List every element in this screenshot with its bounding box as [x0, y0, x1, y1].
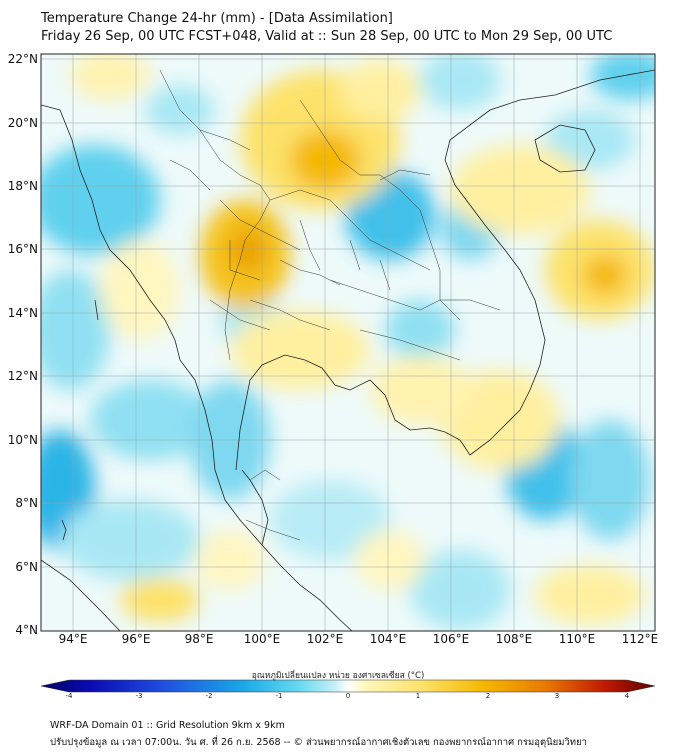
lon-tick-label: 110°E [558, 632, 596, 646]
lon-tick-label: 96°E [121, 632, 151, 646]
colorbar-tick: 1 [415, 692, 421, 700]
colorbar-tick: 4 [624, 692, 630, 700]
graticule [41, 54, 655, 631]
colorbar-tick: 3 [554, 692, 560, 700]
colorbar [40, 679, 656, 693]
lat-tick-label: 22°N [7, 52, 38, 66]
lat-tick-label: 16°N [7, 242, 38, 256]
colorbar-tick: 0 [345, 692, 351, 700]
temperature-field [41, 54, 655, 631]
colorbar-title: อุณหภูมิเปลี่ยนแปลง หน่วย องศาเซลเซียส (… [251, 671, 425, 681]
lat-tick-label: 18°N [7, 179, 38, 193]
footer-model-info: WRF-DA Domain 01 :: Grid Resolution 9km … [50, 720, 285, 731]
coastlines [41, 69, 655, 631]
map-title: Temperature Change 24-hr (mm) - [Data As… [41, 11, 393, 26]
colorbar-tick: 2 [485, 692, 491, 700]
map-subtitle: Friday 26 Sep, 00 UTC FCST+048, Valid at… [41, 29, 613, 44]
colorbar-tick: -1 [275, 692, 283, 700]
lon-tick-label: 108°E [495, 632, 533, 646]
lat-tick-label: 6°N [15, 560, 38, 574]
lat-tick-label: 14°N [7, 306, 38, 320]
lon-tick-label: 100°E [243, 632, 281, 646]
lat-tick-label: 12°N [7, 369, 38, 383]
lat-tick-label: 10°N [7, 433, 38, 447]
colorbar-tick: -4 [65, 692, 73, 700]
lat-tick-label: 8°N [15, 496, 38, 510]
lon-tick-label: 94°E [58, 632, 88, 646]
colorbar-tick: -3 [135, 692, 143, 700]
lon-tick-label: 112°E [621, 632, 659, 646]
lat-tick-label: 4°N [15, 623, 38, 637]
colorbar-tick: -2 [205, 692, 213, 700]
lon-tick-label: 102°E [306, 632, 344, 646]
lon-tick-label: 106°E [432, 632, 470, 646]
footer-credits: ปรับปรุงข้อมูล ณ เวลา 07:00น. วัน ศ. ที่… [50, 737, 587, 748]
lon-tick-label: 104°E [369, 632, 407, 646]
lon-tick-label: 98°E [184, 632, 214, 646]
borders [159, 69, 501, 541]
map-frame [40, 53, 656, 632]
lat-tick-label: 20°N [7, 116, 38, 130]
